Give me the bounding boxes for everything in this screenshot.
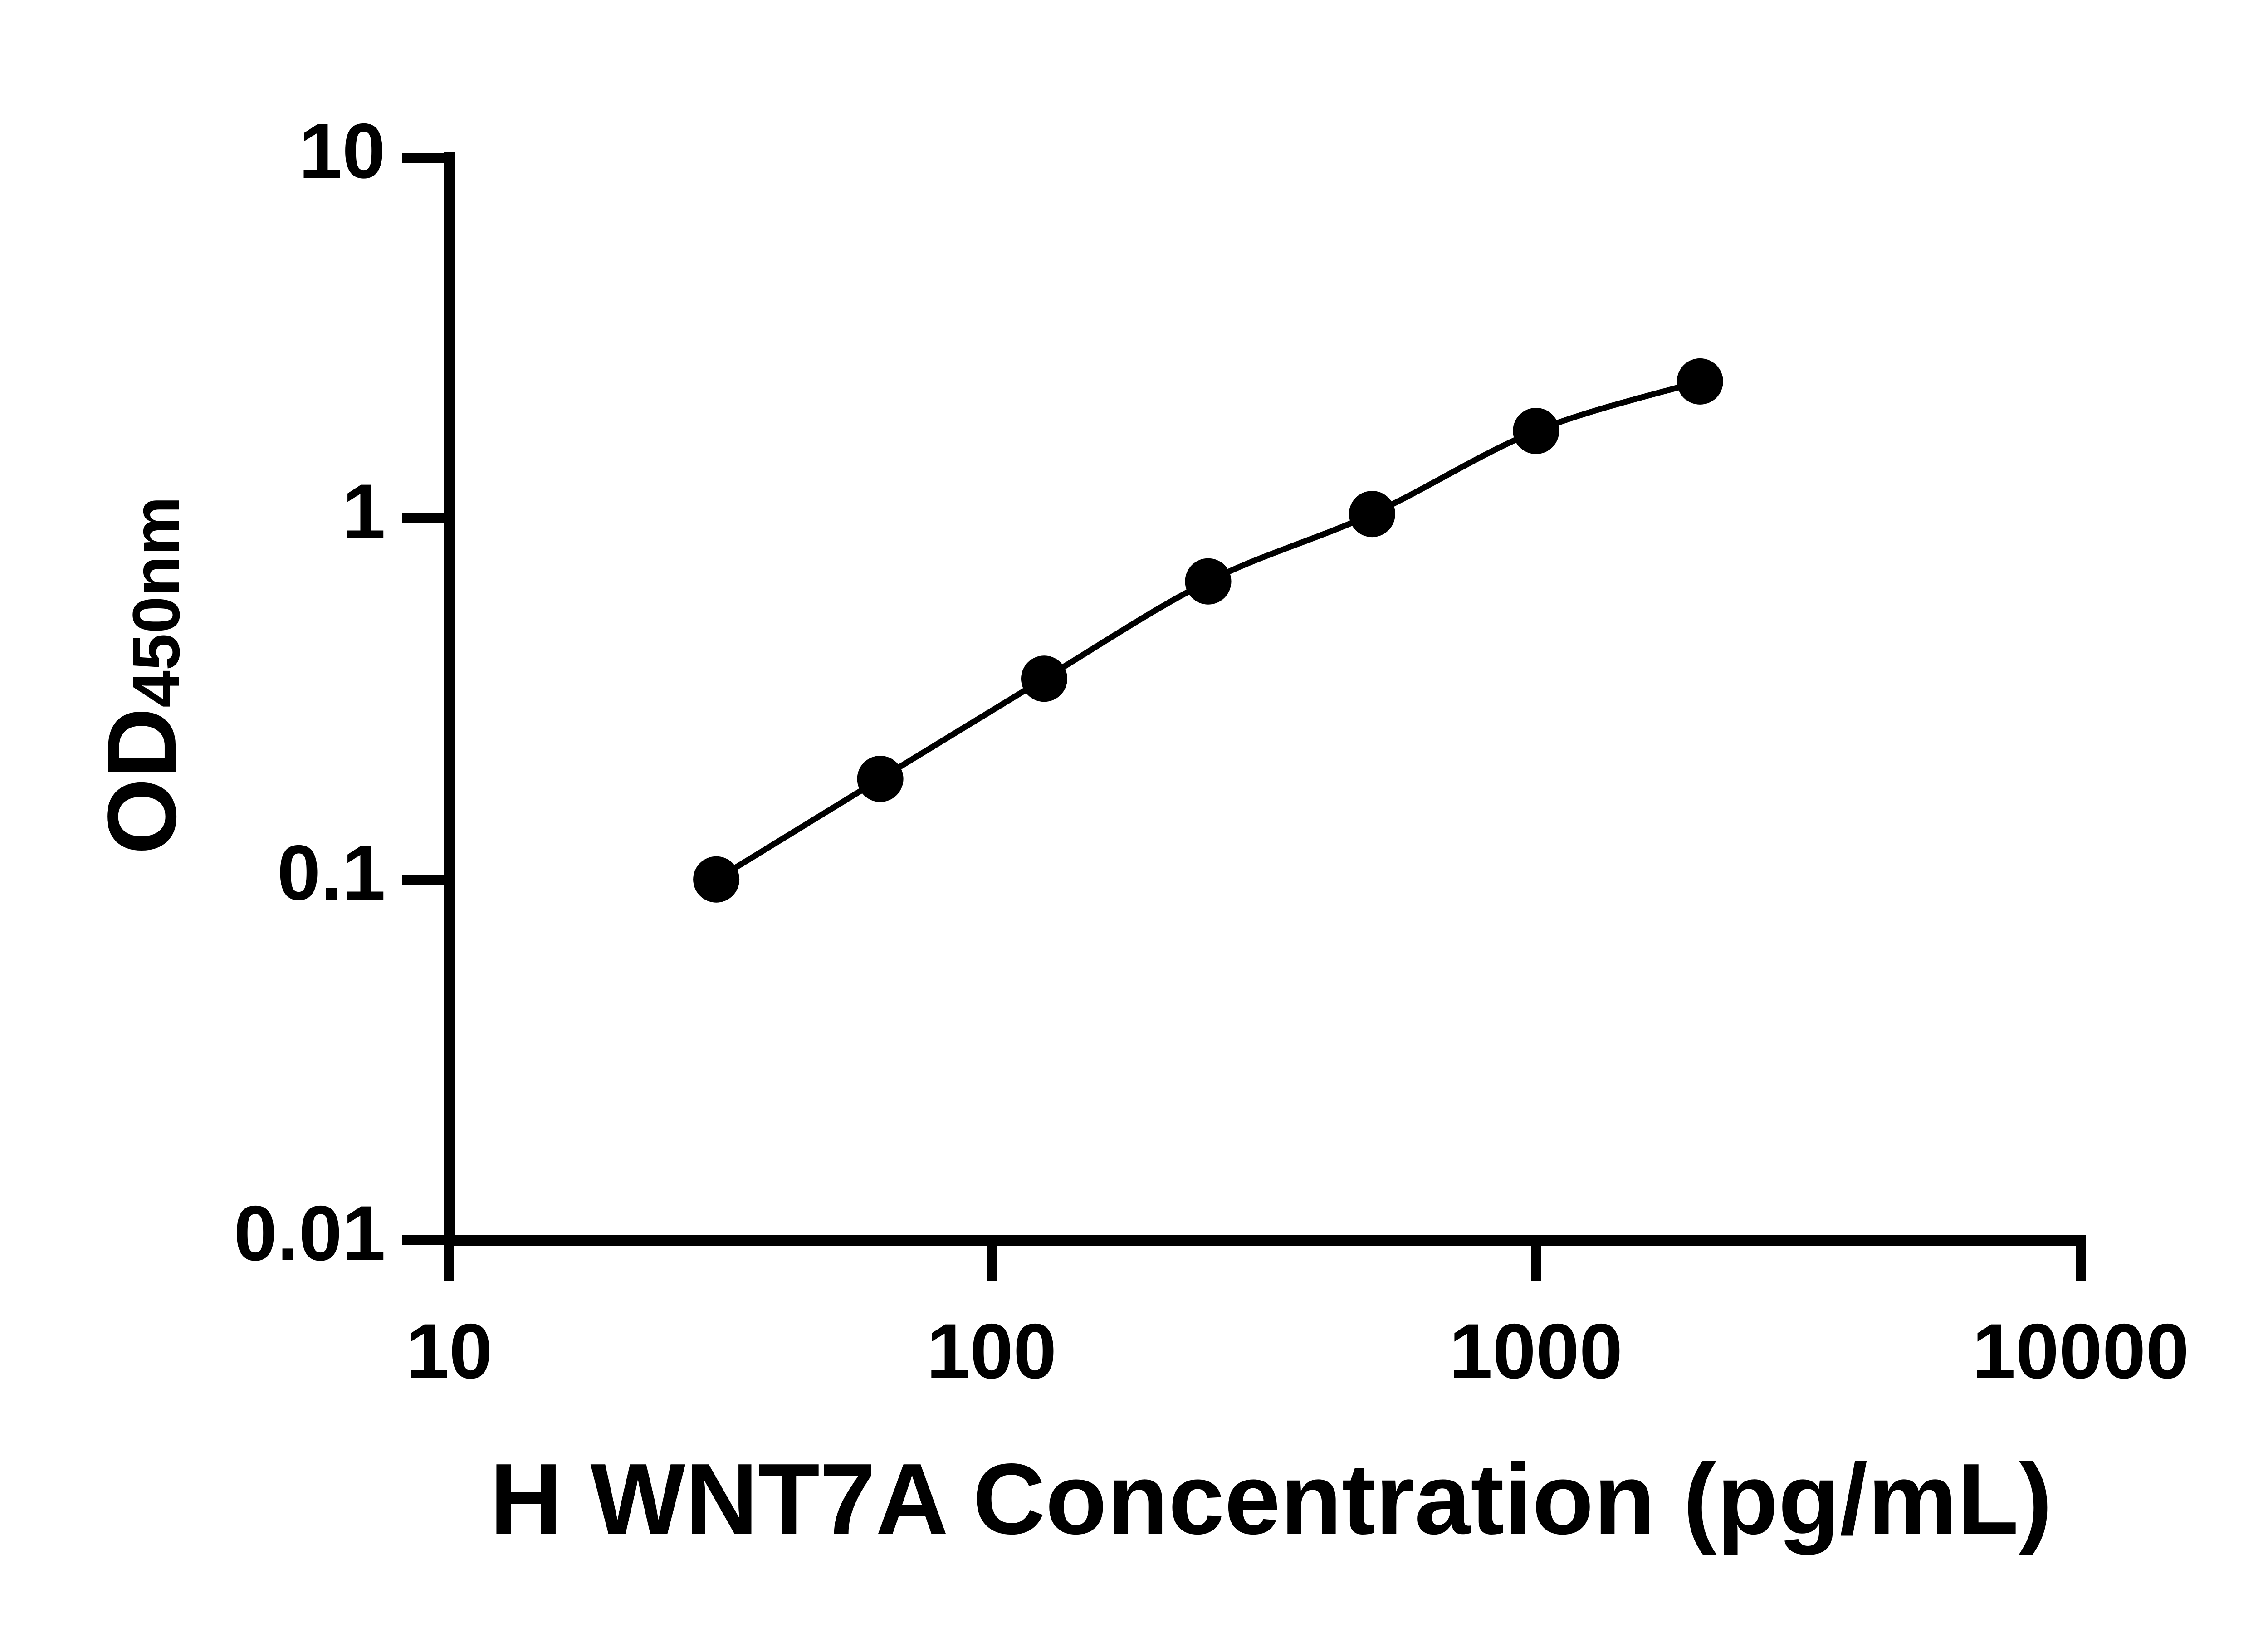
svg-text:0.1: 0.1 — [277, 829, 386, 916]
svg-text:H WNT7A Concentration (pg/mL): H WNT7A Concentration (pg/mL) — [490, 1443, 2053, 1555]
svg-text:1: 1 — [342, 468, 386, 555]
svg-text:100: 100 — [927, 1308, 1057, 1395]
svg-text:1000: 1000 — [1449, 1308, 1623, 1395]
svg-text:10000: 10000 — [1972, 1308, 2189, 1395]
svg-text:0.01: 0.01 — [234, 1190, 386, 1277]
svg-text:10: 10 — [406, 1308, 492, 1395]
svg-text:10: 10 — [299, 108, 386, 195]
